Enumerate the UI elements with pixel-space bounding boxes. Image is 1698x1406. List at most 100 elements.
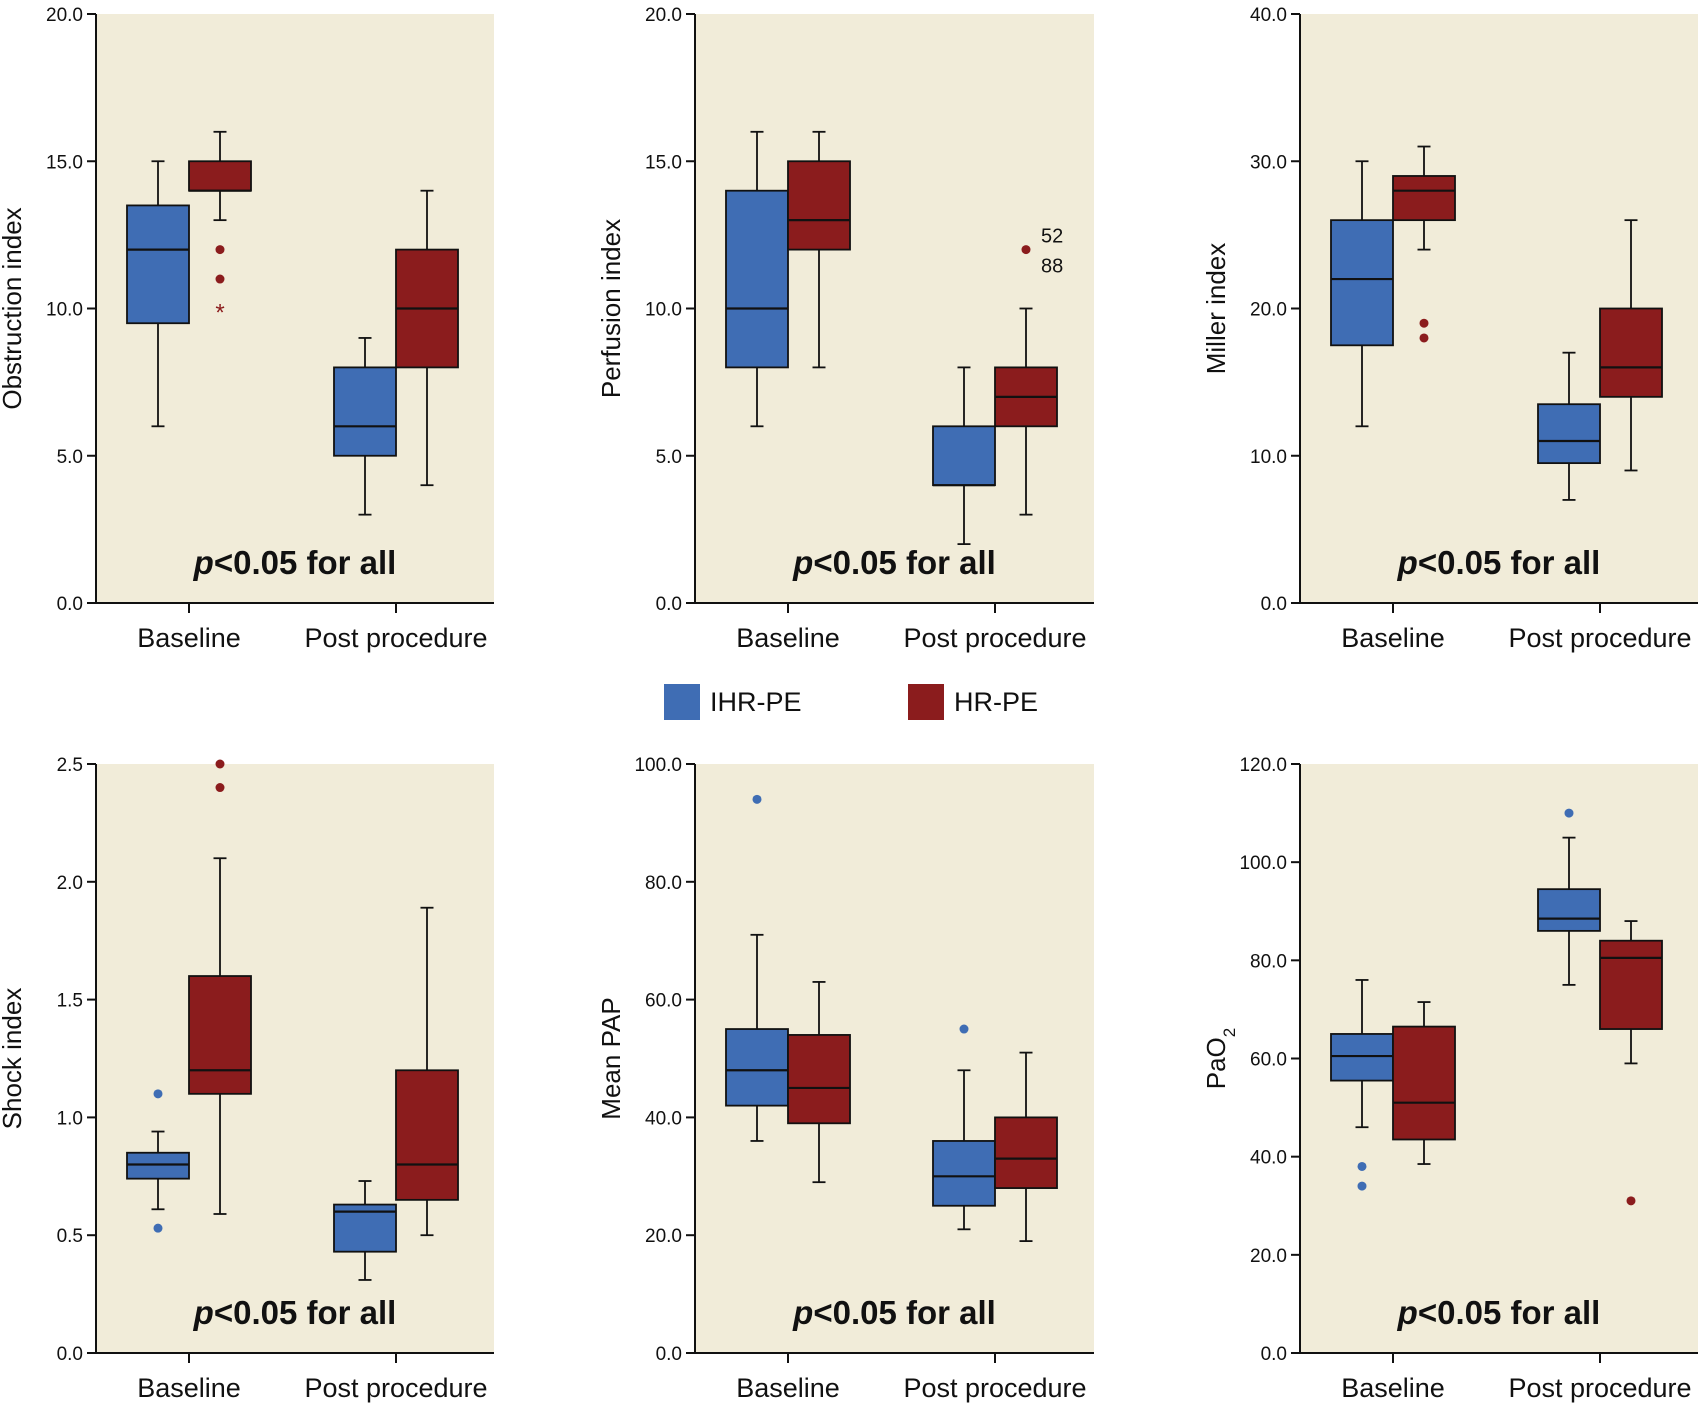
outlier-point — [1626, 1196, 1636, 1206]
y-tick-label: 20.0 — [1250, 1246, 1287, 1267]
p-symbol: p — [1397, 1294, 1418, 1331]
p-threshold-text: <0.05 for all — [1418, 1294, 1601, 1331]
iqr-box — [1392, 175, 1456, 222]
legend-label-hr: HR-PE — [954, 687, 1038, 717]
plot-background — [96, 764, 494, 1353]
y-tick-label: 15.0 — [46, 152, 83, 173]
significance-annotation: p<0.05 for all — [193, 1294, 397, 1331]
p-symbol: p — [792, 544, 813, 581]
box-ihr-baseline — [725, 794, 789, 1142]
significance-annotation: p<0.05 for all — [193, 544, 397, 581]
box-ihr-post — [1537, 351, 1601, 501]
y-tick-label: 30.0 — [1250, 152, 1287, 173]
outlier-point — [1021, 245, 1031, 255]
y-tick-label: 0.0 — [656, 1344, 682, 1365]
box-hr-post — [395, 906, 459, 1237]
extreme-outlier-marker: * — [215, 300, 224, 327]
outlier-point — [153, 1089, 163, 1099]
y-tick-label: 1.5 — [57, 991, 83, 1012]
iqr-box — [1537, 888, 1601, 932]
iqr-box — [333, 366, 397, 457]
outlier-point — [1419, 333, 1429, 343]
outlier-point — [215, 245, 225, 255]
iqr-box — [725, 1028, 789, 1107]
y-tick-label: 0.0 — [656, 594, 682, 615]
box-ihr-post — [1537, 808, 1601, 986]
p-threshold-text: <0.05 for all — [214, 1294, 397, 1331]
box-hr-post — [1599, 920, 1663, 1206]
p-symbol: p — [792, 1294, 813, 1331]
iqr-box — [1599, 939, 1663, 1030]
y-axis-title-subscript: 2 — [1220, 1028, 1239, 1037]
y-tick-label: 20.0 — [1250, 300, 1287, 321]
chart-panel-5: 0.0 20.0 40.0 60.0 80.0 100.0 Baseline Post pro… — [596, 755, 1094, 1403]
outlier-point — [1564, 808, 1574, 818]
y-tick-label: 2.5 — [57, 755, 83, 776]
iqr-box — [932, 425, 996, 487]
box-hr-baseline — [787, 981, 851, 1184]
y-tick-label: 20.0 — [645, 5, 682, 26]
outlier-point — [752, 794, 762, 804]
outlier-case-label: 52 — [1041, 226, 1063, 248]
box-hr-post — [395, 189, 459, 487]
y-tick-label: 20.0 — [645, 1226, 682, 1247]
y-axis-title: PaO2 — [1201, 1028, 1239, 1090]
y-tick-label: 0.0 — [57, 1344, 83, 1365]
outlier-point — [1357, 1161, 1367, 1171]
p-symbol: p — [193, 1294, 214, 1331]
p-threshold-text: <0.05 for all — [813, 544, 996, 581]
iqr-box — [787, 160, 851, 251]
box-ihr-baseline — [126, 1089, 190, 1233]
legend-swatch-hr — [908, 684, 944, 720]
y-tick-label: 60.0 — [645, 991, 682, 1012]
iqr-box — [1537, 403, 1601, 465]
chart-panel-3: 0.0 10.0 20.0 30.0 40.0 Baseline Post procedur… — [1201, 5, 1698, 653]
box-hr-baseline — [188, 759, 252, 1215]
significance-annotation: p<0.05 for all — [1397, 1294, 1601, 1331]
y-tick-label: 15.0 — [645, 152, 682, 173]
x-tick-label: Baseline — [137, 1373, 241, 1403]
iqr-box — [188, 160, 252, 192]
y-tick-label: 0.0 — [57, 594, 83, 615]
legend-swatch-ihr — [664, 684, 700, 720]
y-tick-label: 0.0 — [1261, 1344, 1287, 1365]
chart-panel-1: 0.0 5.0 10.0 15.0 20.0 Baseline Post procedure… — [0, 5, 494, 653]
box-hr-post — [1599, 219, 1663, 472]
y-tick-label: 2.0 — [57, 873, 83, 894]
iqr-box — [725, 189, 789, 369]
y-tick-label: 0.0 — [1261, 594, 1287, 615]
p-symbol: p — [193, 544, 214, 581]
box-ihr-baseline — [725, 130, 789, 428]
outlier-point — [215, 759, 225, 769]
y-axis-title: Miller index — [1201, 243, 1231, 375]
y-tick-label: 0.5 — [57, 1226, 83, 1247]
outlier-point — [153, 1223, 163, 1233]
y-axis-title: Perfusion index — [596, 219, 626, 398]
x-tick-label: Post procedure — [903, 1373, 1086, 1403]
x-tick-label: Baseline — [736, 623, 840, 653]
x-tick-label: Baseline — [1341, 623, 1445, 653]
p-threshold-text: <0.05 for all — [214, 544, 397, 581]
p-symbol: p — [1397, 544, 1418, 581]
box-hr-baseline: * — [188, 130, 252, 327]
chart-panel-2: 0.0 5.0 10.0 15.0 20.0 Baseline Post procedure… — [596, 5, 1094, 653]
iqr-box — [1392, 1025, 1456, 1141]
significance-annotation: p<0.05 for all — [1397, 544, 1601, 581]
significance-annotation: p<0.05 for all — [792, 544, 996, 581]
outlier-point — [1419, 318, 1429, 328]
significance-annotation: p<0.05 for all — [792, 1294, 996, 1331]
box-ihr-baseline — [1330, 979, 1394, 1191]
box-ihr-post — [333, 337, 397, 516]
iqr-box — [395, 1069, 459, 1201]
y-tick-label: 100.0 — [1239, 853, 1287, 874]
x-tick-label: Baseline — [736, 1373, 840, 1403]
iqr-box — [126, 1151, 190, 1180]
iqr-box — [1330, 1033, 1394, 1082]
outlier-point — [215, 783, 225, 793]
y-tick-label: 5.0 — [57, 447, 83, 468]
chart-panel-4: 0.0 0.5 1.0 1.5 2.0 2.5 Baseline Post procedure… — [0, 755, 494, 1403]
box-hr-post — [994, 1051, 1058, 1242]
chart-panel-6: 0.0 20.0 40.0 60.0 80.0 100.0 120.0 Baseline Pos… — [1201, 755, 1698, 1403]
iqr-box — [188, 975, 252, 1095]
y-tick-label: 5.0 — [656, 447, 682, 468]
